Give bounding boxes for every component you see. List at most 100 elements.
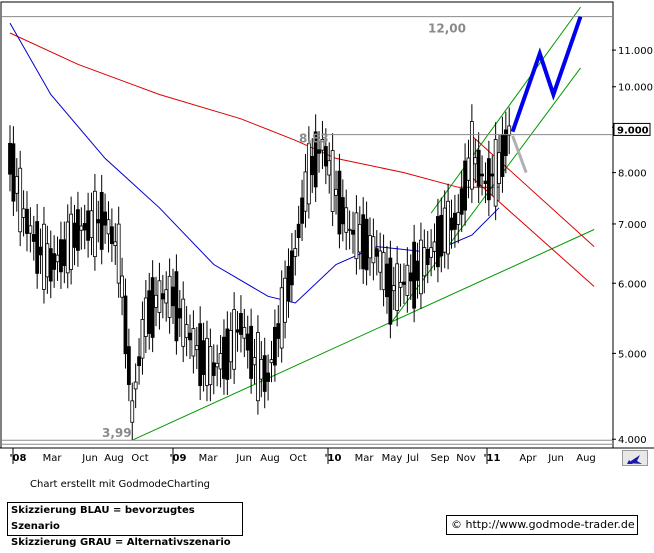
moving-average-line: [9, 32, 499, 188]
price-bar-body: [269, 359, 274, 364]
price-bar-body: [225, 328, 230, 380]
price-bar-body: [232, 309, 237, 370]
channel-upper-line: [430, 6, 581, 214]
price-bar-body: [429, 247, 434, 258]
price-bar-body: [25, 208, 29, 234]
price-bar-body: [374, 248, 379, 257]
x-tick-label: Aug: [260, 453, 280, 464]
price-bar-body: [354, 212, 359, 260]
chart-credit: Chart erstellt mit GodmodeCharting: [30, 479, 210, 490]
price-bar-body: [378, 250, 383, 273]
price-bar-body: [486, 158, 491, 201]
x-tick-label: Oct: [131, 453, 148, 464]
website-link[interactable]: © http://www.godmode-trader.de: [446, 515, 638, 535]
price-bar-body: [323, 146, 328, 167]
price-bar-body: [364, 218, 369, 271]
x-tick-label: Sep: [431, 453, 450, 464]
price-bar-body: [218, 353, 223, 370]
price-bar-body: [99, 192, 104, 250]
downtrend-upper-line: [471, 135, 595, 247]
price-bar-body: [306, 143, 311, 205]
price-bar-body: [245, 333, 250, 351]
price-bar-body: [52, 253, 57, 270]
y-tick-label: 5.000: [618, 349, 647, 360]
price-bar-body: [86, 210, 91, 241]
scenario-legend: Skizzierung BLAU = bevorzugtes Szenario …: [7, 502, 243, 548]
price-bar-body: [42, 223, 46, 290]
scroll-chart-button[interactable]: [622, 450, 648, 466]
price-bar-body: [463, 160, 467, 211]
price-bar-body: [483, 180, 488, 184]
price-bar-body: [422, 247, 427, 277]
price-bar-body: [55, 254, 60, 263]
price-bar-body: [286, 265, 291, 302]
price-bar-body: [493, 139, 498, 207]
x-tick-label: Mar: [355, 453, 375, 464]
price-bar-body: [222, 336, 226, 379]
price-bar-body: [137, 356, 141, 367]
price-bar-body: [79, 225, 84, 231]
x-axis: '08 Mar Jun Aug Oct '09 Mar Jun Aug Oct '10 Mar May J…: [0, 447, 654, 464]
price-bar-body: [181, 298, 186, 347]
price-bar-body: [164, 289, 169, 304]
y-tick-label: 6.000: [618, 279, 647, 290]
price-bar-body: [239, 312, 243, 335]
price-bar-body: [388, 257, 393, 325]
price-bar-body: [143, 297, 148, 337]
price-bar-body: [320, 139, 325, 151]
x-tick-label: '10: [325, 453, 342, 464]
x-tick-label: Jun: [235, 453, 252, 464]
price-bar-body: [211, 362, 216, 376]
price-bar-body: [188, 332, 192, 341]
price-bar-body: [310, 156, 315, 176]
price-bar-body: [177, 308, 182, 319]
level-label: 3,99: [102, 426, 132, 440]
level-label: 8,83: [299, 132, 329, 146]
price-bar-body: [106, 219, 111, 235]
price-bar-body: [62, 239, 67, 266]
price-bar-body: [391, 285, 396, 292]
y-tick-label: 7.000: [618, 220, 647, 231]
price-bar-body: [103, 211, 107, 226]
price-bar-body: [38, 246, 43, 256]
price-bar-body: [194, 345, 199, 351]
price-bar-body: [69, 213, 74, 270]
x-tick-label: '09: [170, 453, 187, 464]
chart: 11.000 10.000 9.000 8.000 7.000 6.000 5.000 4.0…: [0, 1, 654, 464]
price-bar-body: [279, 287, 284, 349]
price-bar-body: [313, 131, 318, 188]
price-bar-body: [174, 271, 179, 342]
price-bar-body: [130, 400, 135, 423]
x-tick-label: Jul: [406, 453, 419, 464]
price-bar-body: [18, 167, 23, 233]
legend-blue-scenario: Skizzierung BLAU = bevorzugtes Szenario: [11, 505, 195, 532]
price-bar-body: [116, 223, 121, 284]
price-bar-body: [283, 277, 287, 323]
price-bar-body: [167, 275, 172, 318]
price-bar-body: [442, 207, 447, 253]
price-bar-body: [249, 325, 254, 379]
price-bar-body: [235, 329, 240, 333]
price-bar-body: [456, 212, 461, 225]
y-tick-label: 4.000: [618, 435, 647, 446]
price-bar-body: [381, 252, 386, 291]
x-tick-label: Apr: [519, 453, 537, 464]
price-bar-body: [347, 228, 352, 231]
price-bar-body: [215, 362, 220, 368]
price-bar-body: [497, 152, 501, 184]
price-bar-body: [449, 217, 454, 231]
price-bar-body: [368, 235, 372, 259]
price-bar-body: [160, 293, 165, 300]
price-bar-body: [93, 190, 97, 258]
price-bar-body: [476, 149, 481, 187]
price-bar-body: [191, 328, 196, 357]
price-bar-body: [228, 330, 233, 363]
price-bar-body: [415, 260, 420, 281]
long-term-support-line: [132, 229, 595, 441]
last-price-label: 9.000: [617, 125, 649, 136]
price-bar-body: [334, 188, 338, 196]
copyright-icon: ©: [451, 518, 462, 531]
price-bar-body: [436, 216, 440, 268]
price-bar-body: [412, 241, 417, 309]
price-bar-body: [371, 236, 376, 264]
